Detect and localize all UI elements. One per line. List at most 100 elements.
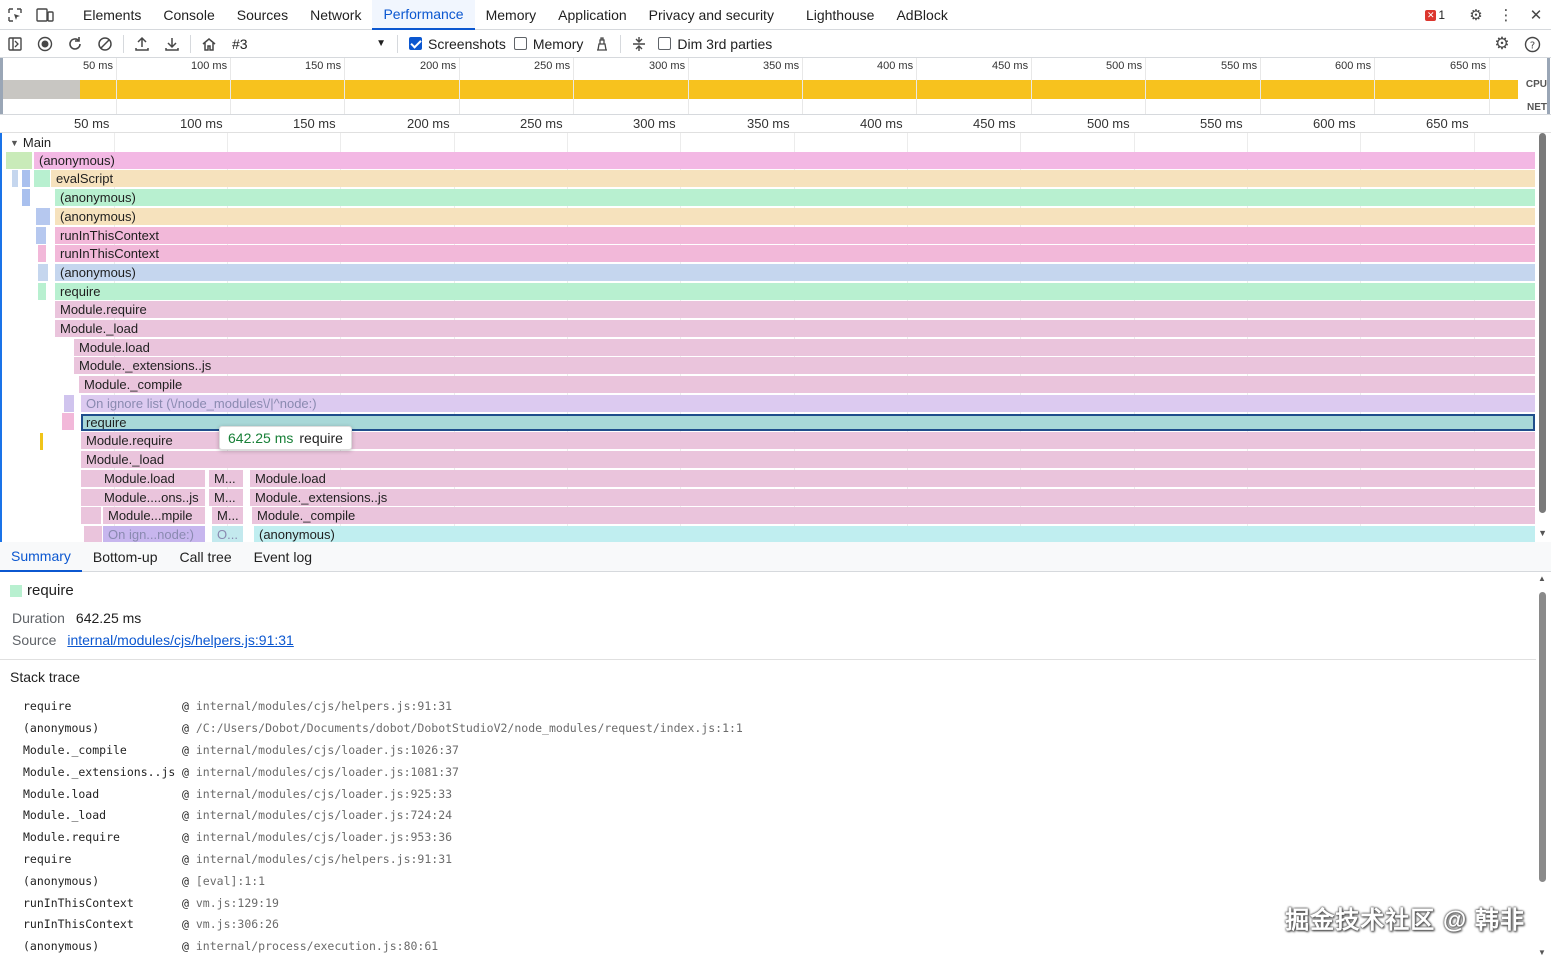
stack-frame-link[interactable]: /C:/Users/Dobot/Documents/dobot/DobotStu…	[195, 721, 743, 735]
overview-left-handle[interactable]	[0, 58, 3, 114]
tab-lighthouse[interactable]: Lighthouse	[805, 6, 875, 23]
flame-call-runinthiscontext[interactable]: runInThisContext	[55, 245, 1535, 262]
flame-call-anonymous[interactable]: (anonymous)	[55, 189, 1535, 206]
flame-sliver[interactable]	[64, 395, 74, 412]
flame-sliver[interactable]	[81, 489, 99, 506]
flame-call-anonymous[interactable]: (anonymous)	[254, 526, 1535, 542]
stack-frame-link[interactable]: internal/modules/cjs/loader.js:724:24	[195, 808, 453, 822]
clear-icon[interactable]	[90, 30, 120, 58]
flame-call-module-truncated[interactable]: M...	[209, 489, 243, 506]
collapse-tracks-icon[interactable]	[624, 30, 654, 58]
flame-call-module-load-internal[interactable]: Module._load	[81, 451, 1535, 468]
flame-sliver[interactable]	[22, 170, 30, 187]
flame-sliver[interactable]	[62, 413, 74, 430]
stack-frame-link[interactable]: internal/modules/cjs/helpers.js:91:31	[195, 699, 453, 713]
profile-select[interactable]: #3 ▼	[232, 35, 386, 52]
flame-call-ignore-list[interactable]: On ign...node:)	[103, 526, 205, 542]
download-icon[interactable]	[157, 30, 187, 58]
flame-call-ignore-list[interactable]: On ignore list (\/node_modules\/|^node:)	[81, 395, 1535, 412]
screenshots-checkbox[interactable]: Screenshots	[409, 36, 506, 52]
summary-scrollbar[interactable]: ▲ ▼	[1538, 572, 1547, 959]
flame-sliver[interactable]	[81, 507, 101, 524]
scroll-down-icon[interactable]: ▼	[1538, 948, 1546, 957]
flame-call-module-compile[interactable]: Module._compile	[252, 507, 1535, 524]
timeline-overview[interactable]: 50 ms 100 ms 150 ms 200 ms 250 ms 300 ms…	[0, 58, 1551, 115]
stack-frame-link[interactable]: vm.js:129:19	[195, 896, 279, 910]
summary-scrollbar-thumb[interactable]	[1539, 592, 1546, 882]
flame-call-require-selected[interactable]: require	[81, 414, 1535, 431]
flame-call-module-extensions-js[interactable]: Module._extensions..js	[250, 489, 1535, 506]
scroll-up-icon[interactable]: ▲	[1538, 574, 1546, 583]
stack-frame-link[interactable]: internal/modules/cjs/loader.js:925:33	[195, 787, 453, 801]
flame-sliver[interactable]	[38, 245, 46, 262]
flame-call-evalscript[interactable]: evalScript	[51, 170, 1535, 187]
tab-call-tree[interactable]: Call tree	[179, 548, 232, 565]
flame-call-anonymous[interactable]: (anonymous)	[34, 152, 1535, 169]
scroll-down-icon[interactable]: ▼	[1538, 528, 1547, 538]
flame-sliver[interactable]	[6, 152, 32, 169]
flame-sliver[interactable]	[38, 264, 48, 281]
flame-call-module-extensions-js[interactable]: Module....ons..js	[99, 489, 205, 506]
flame-call-runinthiscontext[interactable]: runInThisContext	[55, 227, 1535, 244]
home-icon[interactable]	[194, 30, 224, 58]
toggle-sidebar-icon[interactable]	[0, 30, 30, 58]
inspect-element-icon[interactable]	[0, 0, 30, 30]
overview-right-handle[interactable]	[1547, 58, 1550, 114]
flame-call-module-load[interactable]: Module.load	[74, 339, 1535, 356]
device-toolbar-icon[interactable]	[30, 0, 60, 30]
dim-3rd-parties-checkbox[interactable]: Dim 3rd parties	[658, 36, 772, 52]
flame-call-module-require[interactable]: Module.require	[81, 432, 1535, 449]
flame-call-require[interactable]: require	[55, 283, 1535, 300]
tab-console[interactable]: Console	[163, 6, 215, 23]
stack-frame-link[interactable]: internal/modules/cjs/loader.js:953:36	[195, 830, 453, 844]
flame-sliver[interactable]	[40, 433, 43, 450]
flame-call-module-compile[interactable]: Module._compile	[79, 376, 1535, 393]
flame-call-module-load[interactable]: Module.load	[250, 470, 1535, 487]
upload-icon[interactable]	[127, 30, 157, 58]
flame-call-anonymous[interactable]: (anonymous)	[55, 264, 1535, 281]
tab-network[interactable]: Network	[310, 6, 362, 23]
reload-record-icon[interactable]	[60, 30, 90, 58]
tab-adblock[interactable]: AdBlock	[896, 6, 948, 23]
stack-frame-link[interactable]: internal/modules/cjs/helpers.js:91:31	[195, 852, 453, 866]
flame-call-module-require[interactable]: Module.require	[55, 301, 1535, 318]
flame-sliver[interactable]	[36, 227, 46, 244]
settings-gear-icon[interactable]: ⚙	[1469, 7, 1483, 24]
flame-call-ignore-list[interactable]: O...	[212, 526, 243, 542]
flame-call-module-load-internal[interactable]: Module._load	[55, 320, 1535, 337]
tab-performance[interactable]: Performance	[372, 0, 475, 30]
flame-sliver[interactable]	[81, 470, 99, 487]
stack-frame-link[interactable]: internal/modules/cjs/loader.js:1081:37	[195, 765, 459, 779]
stack-frame-link[interactable]: internal/modules/cjs/loader.js:1026:37	[195, 743, 459, 757]
tab-elements[interactable]: Elements	[83, 6, 142, 23]
flame-scrollbar-thumb[interactable]	[1539, 133, 1546, 513]
tab-event-log[interactable]: Event log	[253, 548, 313, 565]
flame-sliver[interactable]	[38, 283, 46, 300]
flame-sliver[interactable]	[22, 189, 30, 206]
record-icon[interactable]	[30, 30, 60, 58]
flame-sliver[interactable]	[84, 526, 102, 542]
flame-call-module-load[interactable]: Module.load	[99, 470, 205, 487]
flame-call-module-extensions-js[interactable]: Module._extensions..js	[74, 357, 1535, 374]
more-options-icon[interactable]: ⋮	[1498, 7, 1514, 24]
help-icon[interactable]: ?	[1517, 30, 1547, 58]
stack-frame-link[interactable]: [eval]:1:1	[195, 874, 266, 888]
stack-frame-link[interactable]: internal/process/execution.js:80:61	[195, 939, 439, 953]
tab-memory[interactable]: Memory	[485, 6, 537, 23]
main-track-header[interactable]: ▼ Main	[10, 135, 52, 150]
flame-sliver[interactable]	[36, 208, 50, 225]
tab-bottom-up[interactable]: Bottom-up	[92, 548, 158, 565]
memory-checkbox[interactable]: Memory	[513, 36, 583, 52]
close-icon[interactable]: ✕	[1529, 7, 1543, 24]
flame-call-anonymous[interactable]: (anonymous)	[55, 208, 1535, 225]
tab-application[interactable]: Application	[558, 6, 627, 23]
flame-call-module-truncated[interactable]: M...	[209, 470, 243, 487]
flame-call-module-compile[interactable]: Module...mpile	[103, 507, 205, 524]
flame-sliver[interactable]	[12, 170, 18, 187]
tab-summary[interactable]: Summary	[0, 542, 82, 572]
tab-sources[interactable]: Sources	[236, 6, 289, 23]
garbage-collect-icon[interactable]	[587, 30, 617, 58]
flame-call-module-truncated[interactable]: M...	[212, 507, 243, 524]
stack-frame-link[interactable]: vm.js:306:26	[195, 917, 279, 931]
flame-chart[interactable]: ▼ Main (anonymous) evalScript (anonymous…	[0, 133, 1551, 542]
